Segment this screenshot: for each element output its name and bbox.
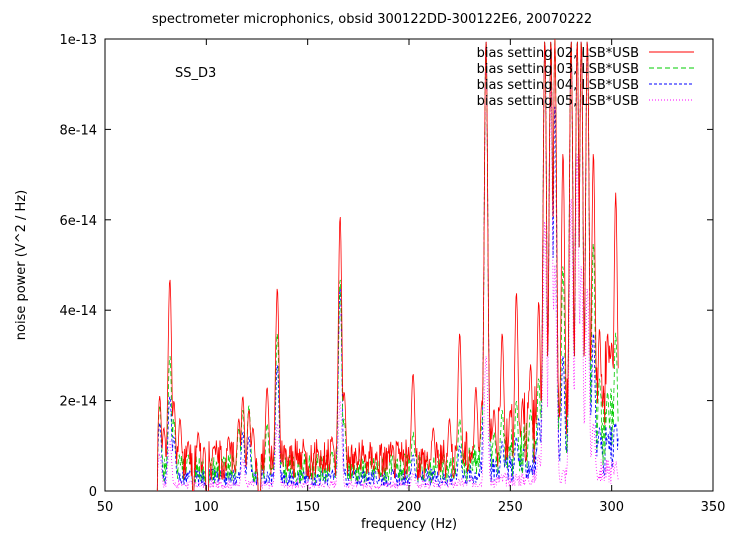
x-tick-label: 300 — [599, 500, 624, 515]
y-tick-label: 6e-14 — [59, 214, 97, 229]
tick-layer: 50 100 150 200 250 300 350 0 2e-14 4e-14 6e-14 8e-1… — [59, 33, 725, 515]
annotation-label: SS_D3 — [175, 66, 216, 81]
legend-label: bias setting 05, LSB*USB — [477, 94, 639, 109]
x-tick-label: 100 — [194, 500, 219, 515]
x-tick-label: 350 — [701, 500, 726, 515]
y-tick-label: 2e-14 — [59, 395, 97, 410]
series-layer — [156, 39, 619, 491]
series-line-4 — [156, 86, 619, 491]
chart-title: spectrometer microphonics, obsid 300122D… — [152, 12, 592, 27]
x-tick-label: 50 — [97, 500, 114, 515]
y-tick-label: 4e-14 — [59, 304, 97, 319]
legend-label: bias setting 02, LSB*USB — [477, 46, 639, 61]
legend-label: bias setting 04, LSB*USB — [477, 78, 639, 93]
series-line-3 — [156, 41, 619, 491]
y-tick-label: 8e-14 — [59, 123, 97, 138]
x-tick-label: 150 — [295, 500, 320, 515]
y-tick-label: 0 — [89, 485, 97, 500]
series-line-1 — [156, 39, 619, 491]
y-axis-label: noise power (V^2 / Hz) — [14, 190, 29, 340]
x-tick-label: 200 — [397, 500, 422, 515]
legend-label: bias setting 03, LSB*USB — [477, 62, 639, 77]
y-tick-label: 1e-13 — [59, 33, 97, 48]
x-tick-label: 250 — [498, 500, 523, 515]
x-axis-label: frequency (Hz) — [361, 517, 457, 532]
